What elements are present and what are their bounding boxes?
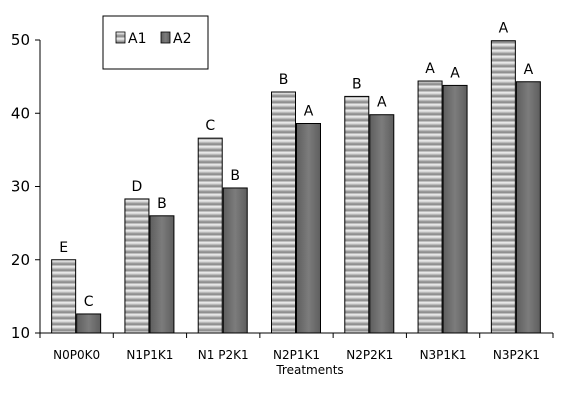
sig-label-a1-4: B xyxy=(279,72,289,88)
y-tick-label: 30 xyxy=(11,178,30,196)
legend: A1 A2 xyxy=(102,15,209,70)
bar-a1-3 xyxy=(197,137,223,334)
bar-a2-2 xyxy=(149,215,175,334)
legend-label-a1: A1 xyxy=(128,31,146,47)
x-tick-label: N3P1K1 xyxy=(420,348,467,362)
y-tick-label: 10 xyxy=(11,324,30,342)
y-ticks: 10 20 30 40 50 xyxy=(11,31,40,342)
sig-label-a2-1: C xyxy=(84,294,94,310)
bar-a2-6 xyxy=(442,84,468,334)
x-tick-label: N1 P2K1 xyxy=(198,348,249,362)
sig-label-a1-3: C xyxy=(205,118,215,134)
bar-a2-3 xyxy=(222,187,248,334)
sig-label-a1-5: B xyxy=(352,76,362,92)
sig-label-a2-2: B xyxy=(157,196,167,212)
y-tick-label: 40 xyxy=(11,104,30,122)
x-axis-title: Treatments xyxy=(275,363,343,377)
sig-label-a1-7: A xyxy=(499,21,509,37)
legend-label-a2: A2 xyxy=(173,31,191,47)
bar-a1-4 xyxy=(271,91,296,334)
bar-a2-1 xyxy=(76,313,102,334)
legend-swatch-a2 xyxy=(160,31,171,44)
sig-label-a2-7: A xyxy=(524,62,534,78)
sig-label-a1-6: A xyxy=(425,61,435,77)
legend-swatch-a1 xyxy=(115,31,126,44)
sig-label-a2-4: A xyxy=(304,104,314,120)
sig-label-a2-3: B xyxy=(230,168,240,184)
bar-a2-5 xyxy=(369,114,395,334)
y-tick-label: 50 xyxy=(11,31,30,49)
y-tick-label: 20 xyxy=(11,251,30,269)
bar-a1-1 xyxy=(51,259,77,334)
x-tick-label: N0P0K0 xyxy=(53,348,100,362)
bar-a1-2 xyxy=(124,198,150,334)
x-ticks: N0P0K0 N1P1K1 N1 P2K1 N2P1K1 N2P2K1 N3P1K1 N3P… xyxy=(39,333,554,362)
x-tick-label: N2P2K1 xyxy=(346,348,393,362)
x-tick-label: N3P2K1 xyxy=(493,348,540,362)
x-tick-label: N1P1K1 xyxy=(126,348,173,362)
bar-a1-6 xyxy=(417,80,443,334)
bar-a2-7 xyxy=(515,81,541,334)
bars xyxy=(51,40,541,334)
sig-label-a1-1: E xyxy=(59,240,68,256)
bar-a1-5 xyxy=(344,95,370,334)
sig-label-a2-5: A xyxy=(377,95,387,111)
sig-label-a2-6: A xyxy=(450,65,460,81)
sig-label-a1-2: D xyxy=(132,179,143,195)
bar-a1-7 xyxy=(490,40,516,334)
x-tick-label: N2P1K1 xyxy=(273,348,320,362)
bar-a2-4 xyxy=(296,123,321,334)
